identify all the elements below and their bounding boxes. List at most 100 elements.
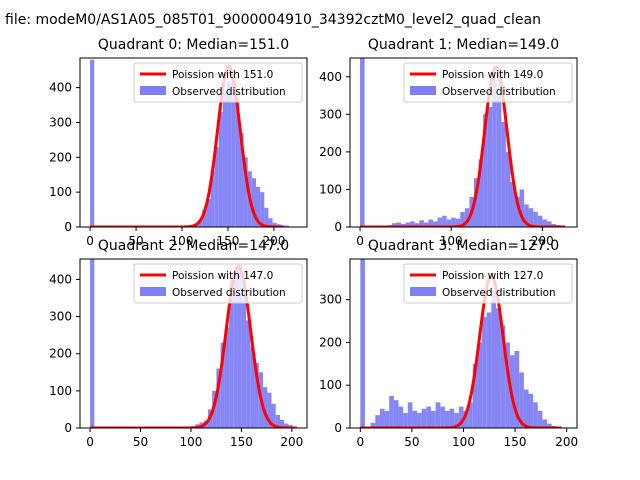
histogram-bar (496, 308, 501, 428)
histogram-bar (500, 325, 506, 428)
y-tick-label: 200 (49, 150, 72, 164)
histogram-bar (375, 415, 380, 428)
histogram-bar (403, 413, 408, 428)
histogram-bar (389, 395, 394, 428)
histogram-bar (483, 114, 488, 227)
legend-label-poisson: Poission with 127.0 (442, 270, 543, 282)
legend-label-poisson: Poission with 147.0 (172, 270, 273, 282)
legend-hist-swatch (410, 86, 436, 95)
histogram-bar (519, 189, 525, 227)
histogram-bar (432, 221, 438, 227)
histogram-bar (214, 146, 219, 227)
y-tick-label: 300 (49, 310, 72, 324)
histogram-bar (239, 132, 244, 227)
y-tick-label: 0 (64, 220, 72, 234)
histogram-bar (542, 419, 548, 428)
x-tick-label: 100 (440, 234, 463, 248)
histogram-bar (250, 346, 255, 428)
histogram-bar (218, 112, 223, 227)
histogram-bar (444, 410, 450, 428)
histogram-bar (268, 218, 273, 227)
histogram-bar (90, 259, 95, 428)
histogram-bar (505, 151, 511, 227)
subplot-quadrant-0: Quadrant 0: Median=151.0 0 50 100 150 200 0 100… (49, 37, 308, 248)
histogram-bar (267, 392, 272, 428)
y-tick-label: 0 (334, 220, 342, 234)
histogram-bar (542, 219, 547, 227)
histogram-bar (435, 402, 441, 428)
histogram-bar (463, 410, 469, 428)
histogram-bar (210, 171, 215, 227)
histogram-bar (505, 342, 510, 428)
subplot-grid: Quadrant 0: Median=151.0 0 50 100 150 200 0 100… (49, 37, 578, 449)
legend-label-observed: Observed distribution (442, 86, 556, 98)
legend-hist-swatch (410, 287, 436, 296)
histogram-bar (524, 204, 529, 227)
histogram-bar (407, 402, 413, 428)
histogram-bar (455, 218, 461, 227)
histogram-bar (412, 410, 418, 428)
legend: Poission with 147.0 Observed distribution (133, 263, 303, 304)
histogram-bar (206, 199, 211, 227)
legend-box (133, 263, 303, 304)
y-tick-label: 300 (319, 293, 342, 307)
histogram-bar (473, 178, 479, 227)
histogram-bar (523, 389, 529, 428)
histogram-bar (487, 106, 493, 227)
legend: Poission with 149.0 Observed distribution (403, 62, 573, 103)
y-tick-label: 400 (319, 70, 342, 84)
y-tick-label: 200 (319, 145, 342, 159)
histogram-bar (396, 222, 402, 227)
y-tick-label: 100 (319, 182, 342, 196)
histogram-bar (263, 387, 268, 428)
legend-box (403, 62, 573, 103)
x-tick-label: 0 (86, 435, 94, 449)
histogram-bar (486, 312, 492, 428)
x-tick-label: 50 (404, 435, 419, 449)
histogram-bar (271, 403, 276, 428)
histogram-bar (264, 207, 269, 227)
histogram-bar (477, 342, 483, 428)
histogram-bar (231, 77, 236, 227)
y-tick-label: 200 (49, 347, 72, 361)
histogram-bar (224, 327, 230, 428)
histogram-bar (423, 222, 429, 227)
histogram-bar (202, 209, 207, 227)
histogram-bar (284, 225, 290, 227)
histogram-bar (458, 406, 464, 428)
histogram-bar (284, 423, 289, 428)
histogram-bar (237, 264, 242, 428)
histogram-bar (430, 410, 436, 428)
histogram-bar (426, 406, 431, 428)
histogram-bar (478, 159, 484, 227)
x-tick-label: 0 (356, 435, 364, 449)
plot-area (359, 259, 563, 428)
histogram-bar (370, 422, 376, 428)
histogram-bar (533, 402, 538, 428)
histogram-bar (391, 223, 397, 227)
histogram-bar (468, 402, 473, 428)
histogram-bar (384, 410, 390, 428)
histogram-bar (496, 95, 502, 227)
histogram-bar (492, 76, 497, 227)
axes-frame (79, 258, 308, 429)
histogram-bar (537, 215, 543, 227)
histogram-bar (515, 196, 520, 227)
legend-label-poisson: Poission with 149.0 (442, 69, 543, 81)
x-tick-label: 150 (230, 435, 253, 449)
histogram-bar (360, 259, 365, 428)
subplot-quadrant-2: Quadrant 2: Median=147.0 0 50 100 150 200 0 100… (49, 238, 308, 449)
y-tick-label: 400 (49, 81, 72, 95)
x-tick-label: 200 (531, 234, 554, 248)
y-tick-label: 100 (319, 378, 342, 392)
x-tick-label: 0 (86, 234, 94, 248)
histogram-bar (546, 221, 552, 227)
histogram-bar (255, 186, 261, 227)
histogram-bar (519, 372, 524, 428)
subplot-quadrant-1: Quadrant 1: Median=149.0 0 100 200 0 100 200 30… (319, 37, 578, 248)
histogram-bar (260, 192, 265, 227)
histogram-bar (419, 220, 424, 227)
legend-label-observed: Observed distribution (172, 86, 286, 98)
histogram-bar (551, 223, 557, 227)
